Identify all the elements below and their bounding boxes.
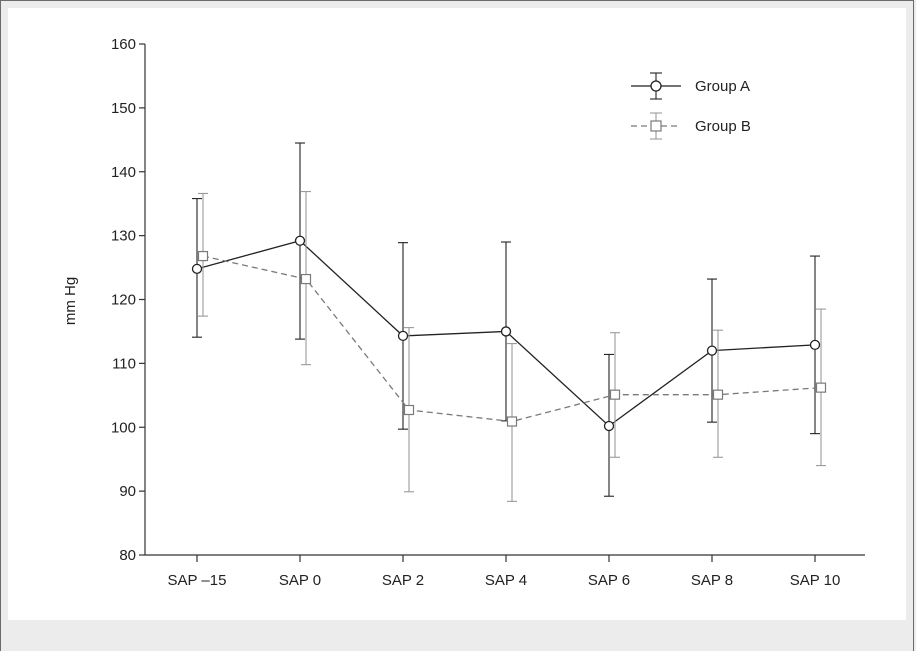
x-tick-label: SAP 6 (588, 572, 630, 589)
x-tick-label: SAP 2 (382, 572, 424, 589)
y-tick-label: 110 (112, 355, 136, 372)
y-tick-label: 80 (119, 547, 136, 564)
plot-background (8, 8, 906, 620)
data-point (300, 273, 312, 285)
y-tick-label: 90 (119, 483, 136, 500)
data-point (815, 382, 827, 393)
x-tick-label: SAP 4 (485, 572, 527, 589)
y-tick-label: 140 (111, 164, 136, 181)
data-point (197, 250, 209, 262)
legend-marker (650, 120, 662, 132)
data-point (294, 235, 306, 246)
data-point (706, 345, 718, 356)
legend-label: Group A (695, 78, 750, 95)
legend-marker (650, 80, 662, 92)
legend-item-group-b: Group B (631, 112, 751, 140)
legend: Group A Group B (631, 72, 751, 140)
data-point (191, 263, 203, 274)
x-tick-label: SAP –15 (168, 572, 227, 589)
series-group-a (191, 142, 821, 497)
legend-label: Group B (695, 118, 751, 135)
data-point (506, 416, 518, 427)
y-tick-label: 150 (111, 100, 136, 117)
axes: 80 90 100 110 120 130 140 150 160 SAP –15 SAP 0 SAP… (111, 36, 865, 589)
data-point (397, 330, 409, 342)
x-tick-label: SAP 10 (790, 572, 841, 589)
series-layer (191, 142, 827, 502)
series-group-b (197, 191, 827, 502)
data-point (403, 404, 415, 416)
y-tick-label: 100 (111, 419, 136, 436)
data-point (809, 339, 821, 351)
data-point (712, 389, 724, 400)
x-tick-label: SAP 8 (691, 572, 733, 589)
y-tick-label: 130 (111, 228, 136, 245)
y-tick-label: 120 (111, 292, 136, 309)
data-point (603, 420, 615, 432)
data-point (609, 389, 621, 400)
y-tick-label: 160 (111, 36, 136, 53)
legend-item-group-a: Group A (631, 72, 750, 100)
x-tick-label: SAP 0 (279, 572, 321, 589)
y-axis-title: mm Hg (62, 277, 79, 325)
data-point (500, 326, 512, 337)
